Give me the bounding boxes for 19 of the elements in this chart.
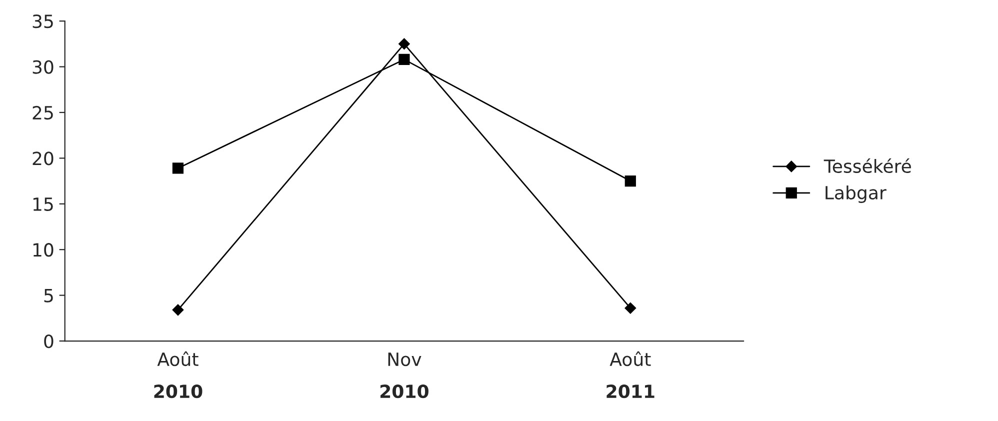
- y-tick-label: 30: [32, 60, 54, 74]
- y-tick-label: 25: [32, 106, 53, 120]
- legend-label: Labgar: [826, 186, 886, 204]
- point: [624, 302, 636, 314]
- y-tick-label: 10: [33, 243, 54, 257]
- category-label: Août 2011: [606, 351, 654, 398]
- point: [172, 304, 184, 316]
- category-label: Nov 2010: [380, 352, 428, 398]
- y-tick-label: 20: [32, 152, 54, 166]
- y-tick-label: 5: [44, 288, 53, 302]
- point: [172, 162, 184, 174]
- category-label: Août 2010: [154, 351, 202, 398]
- y-tick-label: 35: [32, 14, 53, 28]
- point: [624, 175, 636, 187]
- y-tick-label: 0: [44, 334, 54, 348]
- point: [398, 54, 410, 65]
- point: [398, 38, 410, 50]
- legend-label: Tessékéré: [824, 158, 911, 174]
- y-tick-label: 15: [33, 198, 53, 211]
